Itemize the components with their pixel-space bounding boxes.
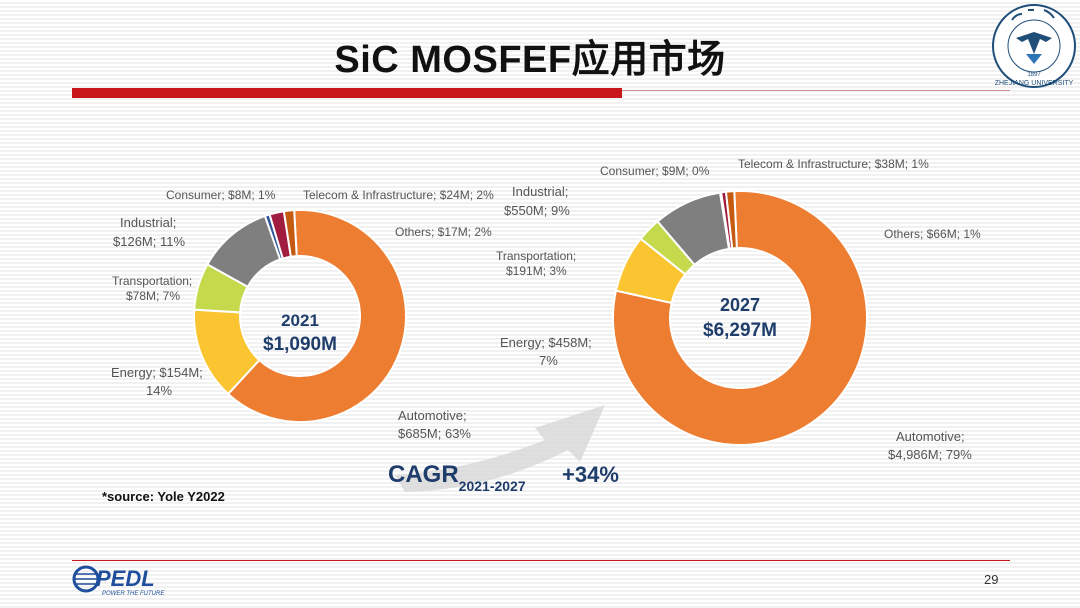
label-2027-others: Others; $66M; 1%	[884, 227, 981, 241]
label-2021-others: Others; $17M; 2%	[395, 225, 492, 239]
seal-text: ZHEJIANG UNIVERSITY	[995, 80, 1074, 87]
pedl-logo-icon: PEDL POWER THE FUTURE	[72, 565, 165, 597]
label-2021-automotive-2: $685M; 63%	[398, 426, 471, 441]
center-value-2027: $6,297M	[703, 320, 777, 341]
page-number: 29	[984, 572, 999, 587]
label-2021-consumer: Consumer; $8M; 1%	[166, 188, 276, 202]
label-2021-transportation-2: $78M; 7%	[126, 289, 180, 303]
label-2027-industrial-2: $550M; 9%	[504, 203, 570, 218]
donut-slice-2027-automotive	[612, 190, 868, 446]
label-2027-consumer: Consumer; $9M; 0%	[600, 164, 710, 178]
cagr-arrow-icon	[395, 405, 605, 492]
label-2021-telecom: Telecom & Infrastructure; $24M; 2%	[303, 188, 494, 202]
footer-divider	[72, 560, 1010, 561]
pedl-logo-tagline: POWER THE FUTURE	[102, 591, 165, 597]
label-2021-energy-2: 14%	[146, 383, 172, 398]
label-2027-energy-2: 7%	[539, 353, 558, 368]
label-2027-transportation-2: $191M; 3%	[506, 264, 567, 278]
donut-chart-2021	[193, 209, 407, 423]
center-value-2021: $1,090M	[263, 334, 337, 355]
center-year-2027: 2027	[720, 295, 760, 315]
cagr-value: +34%	[562, 462, 619, 487]
donut-slice-2021-automotive	[226, 209, 407, 423]
label-2027-telecom: Telecom & Infrastructure; $38M; 1%	[738, 157, 929, 171]
donut-slice-2027-others	[724, 190, 738, 250]
center-year-2021: 2021	[281, 311, 319, 330]
donut-chart-2027	[612, 190, 868, 446]
label-2027-automotive-1: Automotive;	[896, 429, 965, 444]
label-2021-industrial-1: Industrial;	[120, 215, 176, 230]
label-2027-automotive-2: $4,986M; 79%	[888, 447, 972, 462]
label-2021-industrial-2: $126M; 11%	[113, 234, 185, 249]
seal-year: 1897	[1027, 72, 1041, 78]
label-2027-transportation-1: Transportation;	[496, 249, 576, 263]
cagr-prefix: CAGR	[388, 461, 459, 488]
title-underline-red	[72, 88, 622, 98]
cagr-label: CAGR2021-2027	[388, 461, 526, 494]
zhejiang-university-seal-icon: ZHEJIANG UNIVERSITY 1897	[992, 4, 1076, 88]
cagr-years: 2021-2027	[459, 478, 526, 494]
source-note: *source: Yole Y2022	[102, 489, 225, 504]
donut-slice-2021-others	[282, 209, 298, 258]
pedl-logo-text: PEDL	[96, 566, 155, 591]
slide-title: SiC MOSFEF应用市场	[334, 39, 726, 81]
label-2021-automotive-1: Automotive;	[398, 408, 467, 423]
title-underline-thin	[622, 90, 1010, 91]
label-2021-energy-1: Energy; $154M;	[111, 365, 203, 380]
label-2027-industrial-1: Industrial;	[512, 184, 568, 199]
label-2021-transportation-1: Transportation;	[112, 274, 192, 288]
label-2027-energy-1: Energy; $458M;	[500, 335, 592, 350]
